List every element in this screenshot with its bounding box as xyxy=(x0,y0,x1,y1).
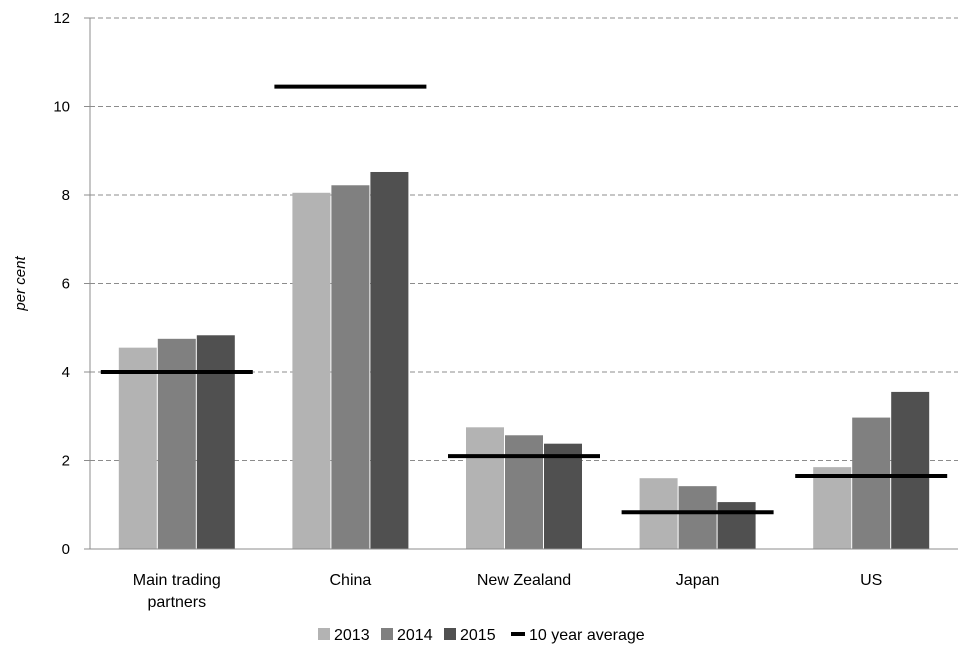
bar-2015 xyxy=(891,391,930,549)
legend-swatch-2014 xyxy=(381,628,393,640)
category-label: China xyxy=(329,572,371,589)
legend-swatch-2013 xyxy=(318,628,330,640)
bar-2014 xyxy=(505,435,543,549)
bars xyxy=(118,171,930,550)
category-label: partners xyxy=(147,594,206,611)
legend-label: 2015 xyxy=(460,627,496,644)
bar-2014 xyxy=(852,417,891,549)
bar-2014 xyxy=(678,486,717,549)
bar-2013 xyxy=(118,347,157,549)
legend-swatch-2015 xyxy=(444,628,456,640)
y-tick-label: 8 xyxy=(62,187,70,204)
y-tick-label: 2 xyxy=(62,453,70,470)
category-label: Main trading xyxy=(133,572,221,589)
bar-2015 xyxy=(370,171,409,550)
category-label: US xyxy=(860,572,882,589)
y-axis-title: per cent xyxy=(12,256,29,312)
bar-2015 xyxy=(717,502,756,549)
bar-2015 xyxy=(196,335,235,549)
axes xyxy=(84,17,958,550)
bar-2013 xyxy=(813,467,852,549)
category-labels: Main trading partners China New Zealand Japa… xyxy=(133,572,883,611)
reference-lines xyxy=(100,84,948,515)
bar-2014 xyxy=(331,185,370,549)
legend-label: 2014 xyxy=(397,627,433,644)
bar-2013 xyxy=(292,192,331,549)
bar-2013 xyxy=(466,427,504,549)
category-label: New Zealand xyxy=(477,572,571,589)
y-tick-label: 6 xyxy=(62,276,70,293)
y-tick-labels: 0 2 4 6 8 10 12 xyxy=(53,10,70,558)
bar-2015 xyxy=(544,443,582,549)
category-label: Japan xyxy=(676,572,720,589)
y-tick-label: 0 xyxy=(62,541,70,558)
legend: 2013 2014 2015 10 year average xyxy=(318,627,645,644)
y-tick-label: 10 xyxy=(53,99,70,116)
y-tick-label: 4 xyxy=(62,364,70,381)
y-tick-label: 12 xyxy=(53,10,70,27)
legend-label: 2013 xyxy=(334,627,370,644)
legend-label: 10 year average xyxy=(529,627,645,644)
